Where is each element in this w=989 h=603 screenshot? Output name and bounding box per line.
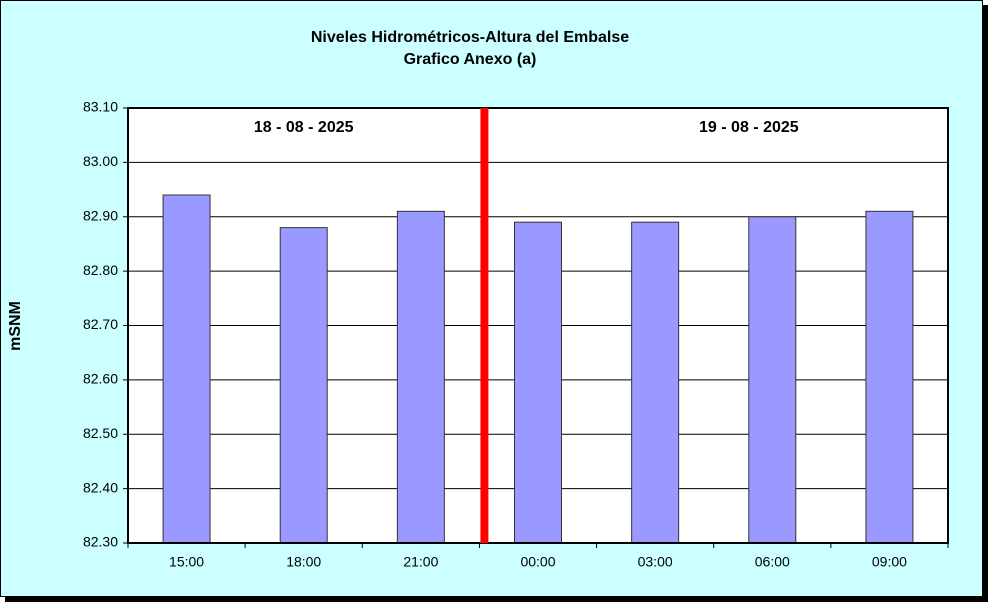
bar <box>514 221 562 544</box>
bar <box>748 216 797 544</box>
y-tick-label: 82.60 <box>83 371 118 387</box>
chart-title: Niveles Hidrométricos-Altura del Embalse <box>311 29 629 46</box>
y-tick-label: 82.50 <box>83 425 118 441</box>
y-tick-label: 82.30 <box>83 534 118 550</box>
y-axis-label: mSNM <box>7 301 24 351</box>
chart-subtitle: Grafico Anexo (a) <box>404 51 537 68</box>
x-tick-label: 03:00 <box>638 554 673 570</box>
y-tick-label: 82.40 <box>83 479 118 495</box>
annotation: 19 - 08 - 2025 <box>699 119 799 136</box>
bar <box>279 227 328 544</box>
x-tick-label: 21:00 <box>403 554 438 570</box>
x-tick-label: 00:00 <box>520 554 555 570</box>
y-tick-label: 82.90 <box>83 207 118 223</box>
y-tick-label: 83.00 <box>83 153 118 169</box>
y-tick-label: 82.80 <box>83 262 118 278</box>
x-tick-label: 18:00 <box>286 554 321 570</box>
bar <box>865 210 914 544</box>
y-tick-label: 83.10 <box>83 99 118 115</box>
x-tick-label: 15:00 <box>169 554 204 570</box>
annotation: 18 - 08 - 2025 <box>254 119 354 136</box>
bar <box>631 221 680 544</box>
x-tick-label: 06:00 <box>755 554 790 570</box>
x-tick-label: 09:00 <box>872 554 907 570</box>
plot-border <box>127 107 949 544</box>
y-tick-label: 82.70 <box>83 316 118 332</box>
bar <box>162 194 211 544</box>
bar <box>396 210 445 544</box>
